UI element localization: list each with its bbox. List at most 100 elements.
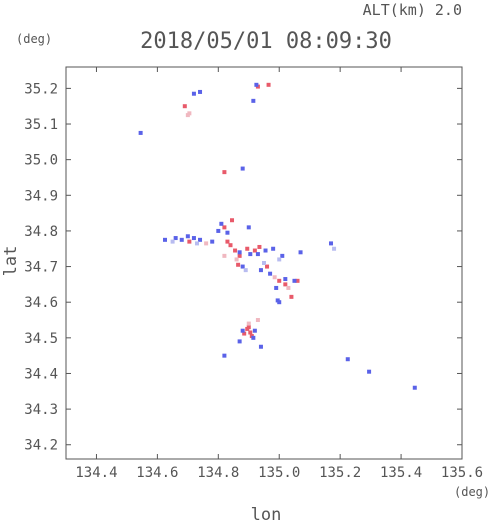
data-point xyxy=(258,268,263,273)
data-point xyxy=(198,89,203,94)
data-point xyxy=(173,236,178,241)
data-point xyxy=(236,262,241,267)
data-point xyxy=(198,237,203,242)
data-point xyxy=(204,241,209,246)
data-point xyxy=(246,325,251,330)
chart-subtitle: ALT(km) 2.0 xyxy=(363,1,462,19)
data-point xyxy=(289,294,294,299)
data-point xyxy=(298,250,303,255)
data-point xyxy=(219,221,224,226)
y-tick-label: 34.3 xyxy=(24,402,58,418)
data-point xyxy=(216,228,221,233)
y-tick-label: 34.8 xyxy=(24,224,58,240)
y-tick-label: 34.2 xyxy=(24,438,58,454)
data-point xyxy=(367,369,372,374)
data-point xyxy=(170,239,175,244)
data-point xyxy=(230,218,235,223)
data-point xyxy=(271,246,276,251)
data-point xyxy=(345,357,350,362)
data-point xyxy=(252,248,257,253)
y-tick-label: 34.4 xyxy=(24,366,58,382)
y-tick-label: 35.2 xyxy=(24,81,58,97)
data-point xyxy=(233,248,238,253)
data-point xyxy=(222,170,227,175)
data-point xyxy=(258,344,263,349)
data-point xyxy=(251,335,256,340)
data-point xyxy=(185,234,190,239)
data-point xyxy=(240,328,245,333)
data-point xyxy=(138,130,143,135)
data-point xyxy=(225,230,230,235)
y-tick-label: 34.6 xyxy=(24,295,58,311)
y-tick-label: 35.1 xyxy=(24,117,58,133)
data-point xyxy=(266,82,271,87)
data-point xyxy=(268,271,273,276)
data-point xyxy=(286,285,291,290)
y-tick-label: 34.9 xyxy=(24,188,58,204)
data-point xyxy=(292,278,297,283)
data-point xyxy=(248,252,253,257)
x-tick-label: 135.2 xyxy=(319,465,361,481)
y-tick-label: 35.0 xyxy=(24,153,58,169)
x-axis-label: lon xyxy=(251,505,282,521)
data-point xyxy=(252,328,257,333)
data-point xyxy=(243,268,248,273)
data-point xyxy=(163,237,167,242)
x-tick-label: 135.6 xyxy=(441,465,483,481)
data-point xyxy=(187,111,192,116)
data-point xyxy=(283,282,288,287)
data-point xyxy=(222,225,227,230)
data-point xyxy=(280,253,285,258)
data-point xyxy=(412,385,417,390)
data-point xyxy=(295,278,300,283)
x-tick-label: 134.4 xyxy=(75,465,117,481)
x-tick-label: 135.0 xyxy=(258,465,300,481)
data-point xyxy=(222,253,227,258)
x-tick-label: 134.6 xyxy=(136,465,178,481)
y-tick-label: 34.5 xyxy=(24,331,58,347)
data-point xyxy=(262,261,266,265)
x-axis-ticks: 134.4 134.6 134.8 135.0 135.2 135.4 135.6 xyxy=(75,67,483,481)
data-point xyxy=(275,298,280,303)
x-tick-label: 134.8 xyxy=(197,465,239,481)
data-point xyxy=(254,82,259,87)
data-marks xyxy=(138,82,417,390)
data-point xyxy=(265,264,270,269)
y-axis-ticks: 34.2 34.3 34.4 34.5 34.6 34.7 34.8 34.9 35.0 35.1… xyxy=(24,81,462,454)
data-point xyxy=(332,246,337,251)
data-point xyxy=(182,104,187,109)
data-point xyxy=(240,264,245,269)
x-tick-label: 135.4 xyxy=(380,465,422,481)
data-point xyxy=(255,318,260,323)
y-tick-label: 34.7 xyxy=(24,260,58,276)
data-point xyxy=(237,250,242,255)
data-point xyxy=(194,241,199,246)
y-unit: (deg) xyxy=(16,32,52,46)
data-point xyxy=(257,244,262,249)
data-point xyxy=(222,353,227,358)
x-unit: (deg) xyxy=(454,485,490,499)
data-point xyxy=(272,275,277,280)
data-point xyxy=(179,237,184,242)
data-point xyxy=(210,239,215,244)
data-point xyxy=(263,248,268,253)
data-point xyxy=(246,321,251,326)
data-point xyxy=(329,241,334,246)
data-point xyxy=(191,236,196,241)
data-point xyxy=(251,98,256,103)
data-point xyxy=(234,257,239,262)
data-point xyxy=(277,257,282,262)
data-point xyxy=(248,330,253,335)
data-point xyxy=(237,339,242,344)
data-point xyxy=(191,91,196,96)
data-point xyxy=(225,239,230,244)
data-point xyxy=(242,331,247,336)
data-point xyxy=(237,253,242,258)
chart-title: 2018/05/01 08:09:30 xyxy=(140,29,392,54)
data-point xyxy=(283,277,288,282)
data-point xyxy=(246,225,251,230)
data-point xyxy=(228,243,233,248)
data-point xyxy=(274,285,279,290)
data-point xyxy=(255,252,260,257)
